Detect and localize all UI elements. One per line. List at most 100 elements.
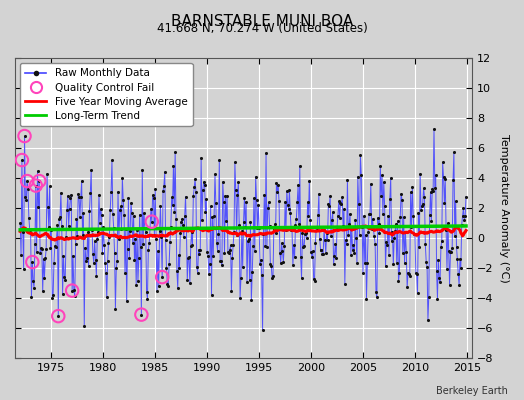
Point [383,242,391,248]
Point [358,224,366,230]
Point [181,193,190,200]
Point [436,279,444,285]
Point [121,269,129,276]
Point [140,224,149,231]
Point [122,226,130,232]
Point [227,288,236,294]
Point [139,241,147,247]
Point [281,199,289,205]
Point [233,232,241,238]
Point [29,278,37,285]
Point [113,258,122,264]
Point [339,222,347,229]
Point [105,234,114,240]
Point [355,201,363,207]
Point [273,189,281,196]
Point [261,243,269,249]
Point [208,292,216,298]
Point [136,211,144,218]
Point [440,200,449,206]
Point [162,265,171,272]
Point [352,235,361,241]
Point [173,285,182,291]
Point [392,260,401,266]
Point [398,196,406,203]
Point [285,206,293,212]
Point [380,203,389,210]
Point [154,248,162,254]
Point [350,242,358,248]
Point [406,272,414,279]
Point [206,203,215,210]
Point [319,250,328,257]
Point [201,209,210,216]
Point [177,219,185,226]
Point [419,201,427,207]
Point [369,226,378,232]
Point [337,201,345,207]
Point [274,182,282,188]
Point [180,212,189,219]
Point [35,178,43,184]
Point [248,269,256,276]
Point [265,199,273,206]
Point [108,210,117,217]
Point [16,220,25,226]
Point [445,282,454,288]
Point [148,192,157,198]
Point [104,239,113,246]
Point [123,246,132,252]
Point [263,244,271,250]
Point [220,198,228,205]
Point [168,202,177,208]
Point [241,224,249,230]
Point [134,278,142,285]
Point [290,254,299,260]
Point [456,264,465,271]
Point [38,246,46,252]
Point [387,238,396,244]
Point [28,259,37,265]
Point [31,182,40,189]
Point [58,223,66,230]
Point [101,260,109,266]
Point [264,205,272,211]
Point [127,200,135,206]
Point [354,173,362,180]
Point [362,232,370,238]
Point [166,239,174,245]
Point [108,157,116,164]
Point [204,252,212,259]
Point [70,286,78,293]
Point [36,250,45,256]
Point [225,249,233,256]
Point [172,216,180,222]
Point [315,236,324,242]
Point [362,296,370,302]
Point [257,257,265,263]
Point [145,240,154,246]
Point [459,205,467,212]
Point [344,232,353,238]
Point [347,225,356,232]
Point [374,215,382,221]
Point [238,264,247,270]
Point [245,236,253,242]
Point [136,244,145,250]
Point [205,270,213,277]
Point [131,236,139,242]
Point [163,280,171,287]
Point [215,157,224,163]
Point [442,226,450,233]
Point [46,244,54,251]
Point [334,212,342,219]
Point [94,229,102,235]
Point [326,193,334,199]
Point [124,195,133,201]
Point [441,176,450,182]
Point [417,207,425,213]
Point [31,182,40,189]
Point [455,282,463,288]
Point [195,251,204,258]
Point [453,256,462,263]
